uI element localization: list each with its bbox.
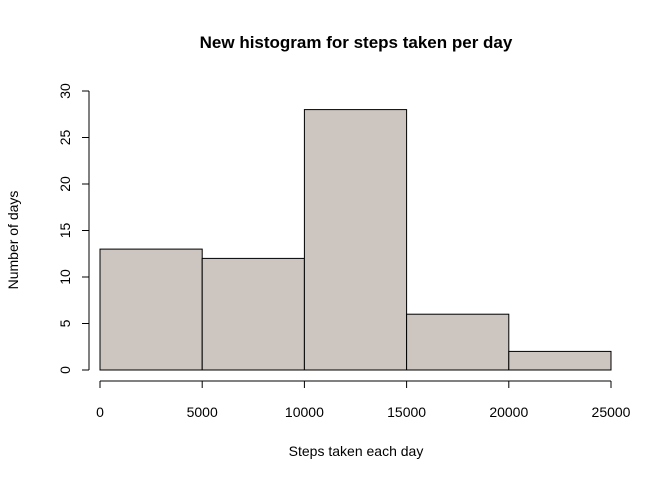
histogram-bar-3	[406, 313, 510, 371]
histogram-bar-0	[99, 248, 203, 371]
y-axis: 0 5 10 15 20 25 30	[57, 83, 90, 374]
y-tick-label-3: 15	[57, 223, 73, 239]
x-axis: 0 5000 10000 15000 20000 25000	[96, 380, 631, 420]
x-tick-label-5: 25000	[592, 404, 631, 420]
histogram-bar-4	[508, 350, 612, 371]
y-tick-label-4: 20	[57, 176, 73, 192]
y-axis-label: Number of days	[5, 191, 21, 290]
x-tick-label-0: 0	[96, 404, 104, 420]
x-tick-label-4: 20000	[489, 404, 528, 420]
y-tick-label-5: 25	[57, 130, 73, 146]
histogram-bar-1	[201, 257, 305, 371]
y-tick-label-6: 30	[57, 83, 73, 99]
y-tick-label-0: 0	[57, 366, 73, 374]
bars-group	[99, 109, 612, 371]
x-tick-label-1: 5000	[187, 404, 218, 420]
x-tick-label-2: 10000	[285, 404, 324, 420]
histogram-bar-2	[303, 109, 408, 371]
x-axis-label: Steps taken each day	[289, 443, 424, 459]
x-tick-label-3: 15000	[387, 404, 426, 420]
y-tick-label-1: 5	[57, 319, 73, 327]
y-tick-label-2: 10	[57, 269, 73, 285]
chart-title: New histogram for steps taken per day	[200, 33, 513, 52]
